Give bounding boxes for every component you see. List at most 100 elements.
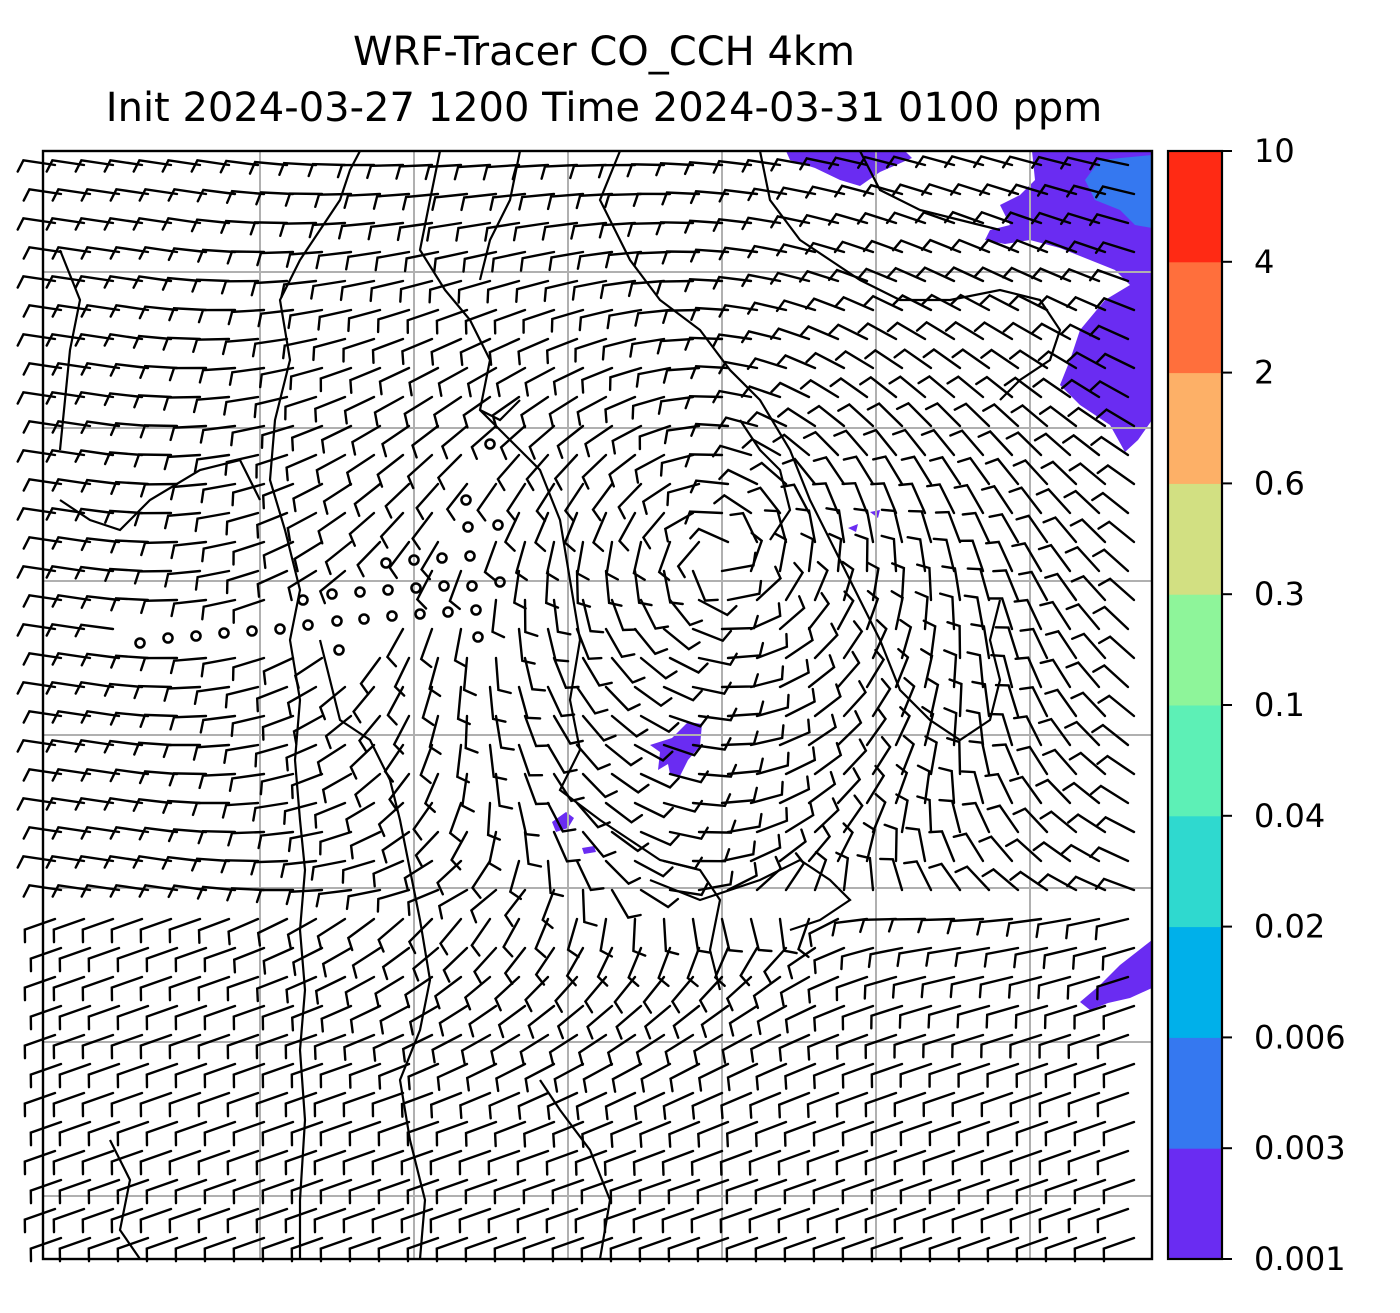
colorbar-tick-label: 0.04 <box>1254 797 1325 835</box>
wind-barb <box>319 366 353 393</box>
wind-barb <box>174 1004 208 1031</box>
wind-barb <box>546 192 585 211</box>
wind-barb <box>345 453 376 486</box>
wind-barb <box>51 767 92 782</box>
wind-barb <box>807 770 837 805</box>
wind-barb <box>1097 577 1136 602</box>
wind-barb <box>754 1178 788 1205</box>
wind-barb <box>605 250 643 269</box>
wind-barb <box>320 1004 353 1033</box>
wind-barb <box>569 163 608 180</box>
wind-barb <box>1008 486 1043 515</box>
wind-barb <box>23 917 57 944</box>
wind-barb <box>16 738 57 753</box>
wind-barb <box>22 245 63 260</box>
calm-wind-circle <box>331 615 343 627</box>
wind-barb <box>690 364 730 380</box>
wind-barb <box>684 219 724 234</box>
wind-barb <box>949 238 991 254</box>
wind-barb <box>433 395 463 429</box>
wind-barb <box>749 531 764 573</box>
wind-barb <box>51 593 92 608</box>
wind-barb <box>87 1004 121 1031</box>
wind-barb <box>45 854 86 869</box>
wind-barb <box>103 158 144 173</box>
wind-barb <box>457 279 492 304</box>
wind-barb <box>812 1120 846 1147</box>
wind-barb <box>813 850 828 892</box>
wind-barb <box>168 1091 202 1118</box>
wind-barb <box>164 511 202 530</box>
wind-barb <box>806 1149 840 1176</box>
wind-barb <box>633 801 674 819</box>
wind-barb <box>642 975 666 1014</box>
wind-barb <box>978 238 1020 254</box>
wind-barb <box>1094 296 1136 312</box>
wind-barb <box>926 483 956 515</box>
colorbar-tick-label: 0.006 <box>1254 1018 1346 1056</box>
wind-barb <box>174 1236 208 1263</box>
wind-barb <box>51 825 92 840</box>
wind-barb <box>1067 1091 1101 1118</box>
wind-barb <box>1096 1033 1130 1060</box>
wind-barb <box>342 337 376 363</box>
wind-barb <box>482 163 521 181</box>
wind-barb <box>813 741 843 776</box>
wind-barb <box>87 1062 121 1089</box>
wind-barb <box>613 975 637 1014</box>
wind-barb <box>250 859 289 876</box>
wind-barb <box>554 975 579 1013</box>
calm-wind-circle <box>218 627 230 639</box>
wind-barb <box>574 1207 608 1234</box>
wind-barb <box>638 424 672 451</box>
wind-barb <box>951 1149 985 1176</box>
wind-barb <box>74 274 115 289</box>
wind-barb <box>1013 946 1049 969</box>
wind-barb <box>74 390 115 405</box>
wind-barb <box>484 221 521 242</box>
wind-barb <box>528 424 556 460</box>
calm-wind-circle <box>494 576 506 588</box>
wind-barb <box>109 245 150 260</box>
wind-barb <box>534 511 550 553</box>
wind-barb <box>777 407 817 428</box>
wind-barb <box>834 184 875 198</box>
wind-barb <box>22 593 63 608</box>
wind-barb <box>551 1178 585 1205</box>
wind-barb <box>284 1033 318 1060</box>
wind-barb <box>712 159 753 174</box>
wind-barb <box>956 1004 991 1029</box>
wind-barb <box>828 323 869 341</box>
wind-barb <box>1060 156 1101 170</box>
wind-barb <box>575 627 603 661</box>
wind-barb <box>668 598 704 627</box>
wind-barb <box>581 598 605 634</box>
calm-wind-circle <box>484 438 496 450</box>
calm-wind-circle <box>462 521 474 533</box>
wind-barb <box>170 598 208 618</box>
wind-barb <box>864 348 904 370</box>
wind-barb <box>938 798 962 834</box>
wind-barb <box>162 743 202 759</box>
wind-barb <box>610 598 637 632</box>
wind-barb <box>167 884 208 899</box>
wind-barb <box>984 457 1020 486</box>
wind-barb <box>407 917 434 955</box>
wind-barb <box>657 946 672 988</box>
wind-barb <box>199 714 237 734</box>
wind-barb <box>747 244 788 259</box>
wind-barb <box>662 685 703 702</box>
wind-barb <box>853 507 875 544</box>
wind-barb <box>407 888 440 917</box>
wind-barb <box>424 163 463 181</box>
wind-barb <box>440 424 469 460</box>
wind-barb <box>407 1062 440 1091</box>
wind-barb <box>322 482 353 515</box>
wind-barb <box>51 883 92 898</box>
wind-barb <box>315 250 353 270</box>
wind-barb <box>575 192 614 210</box>
calm-wind-markers <box>134 438 506 656</box>
wind-barb <box>168 366 208 382</box>
wind-barb <box>747 301 788 315</box>
colorbar-tick-label: 0.1 <box>1254 686 1305 724</box>
